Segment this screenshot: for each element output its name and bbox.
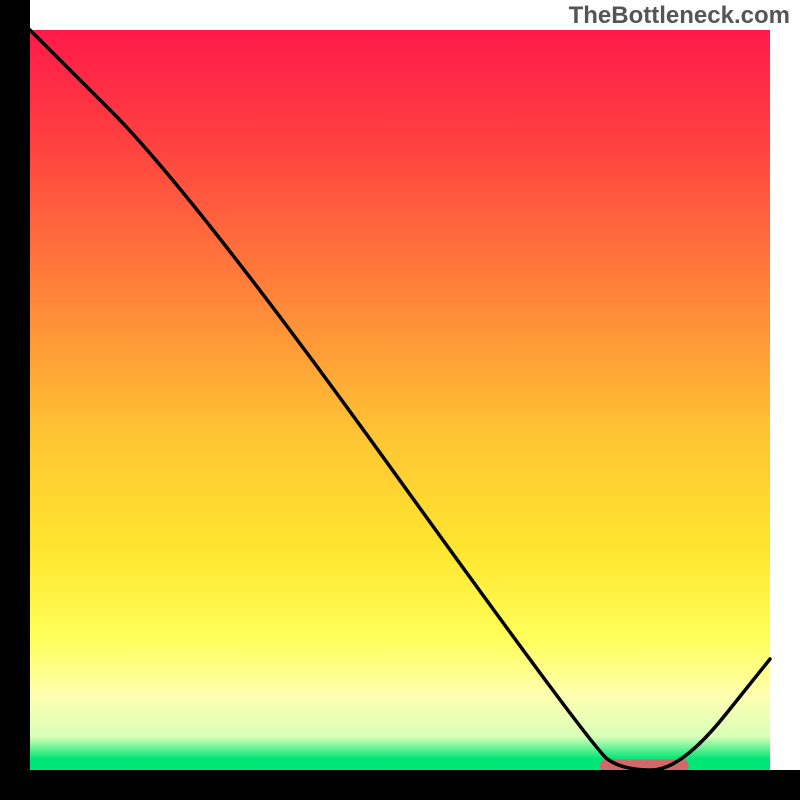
watermark-text: TheBottleneck.com: [569, 2, 790, 30]
bottleneck-chart: [0, 0, 800, 800]
chart-container: TheBottleneck.com: [0, 0, 800, 800]
axis-bottom-border: [0, 770, 800, 800]
axis-left-border: [0, 0, 30, 800]
